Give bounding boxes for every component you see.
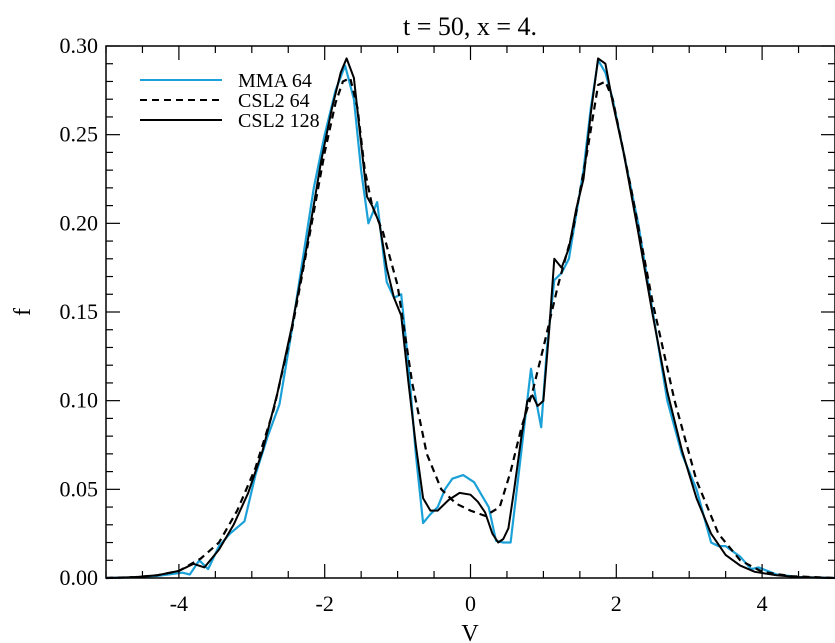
chart-title: t = 50, x = 4. [403, 12, 537, 41]
y-tick-label: 0.25 [60, 122, 99, 147]
legend-label-2: CSL2 128 [238, 110, 320, 132]
y-tick-label: 0.15 [60, 299, 99, 324]
x-tick-label: -2 [316, 591, 334, 616]
y-tick-label: 0.10 [60, 388, 99, 413]
x-tick-label: 0 [465, 591, 476, 616]
x-tick-label: -4 [170, 591, 188, 616]
x-tick-label: 2 [611, 591, 622, 616]
y-tick-label: 0.00 [60, 565, 99, 590]
y-tick-label: 0.05 [60, 476, 99, 501]
y-axis-title: f [10, 308, 36, 316]
x-axis-title: V [461, 621, 479, 643]
legend-label-1: CSL2 64 [238, 90, 310, 112]
y-tick-label: 0.20 [60, 210, 99, 235]
plot-area-background [106, 46, 835, 578]
y-tick-label: 0.30 [60, 33, 99, 58]
x-tick-label: 4 [757, 591, 768, 616]
legend-label-0: MMA 64 [238, 70, 312, 92]
